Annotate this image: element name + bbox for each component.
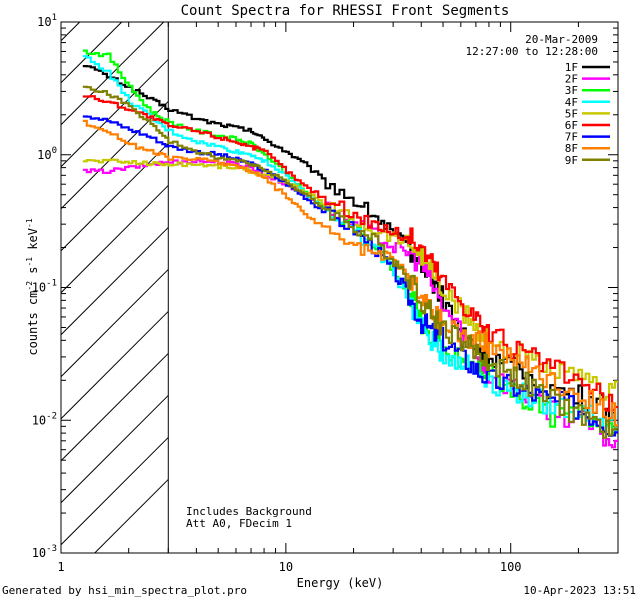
excluded-region-hatch [60, 21, 169, 554]
y-tick-label: 100 [37, 146, 57, 162]
legend-label: 6F [565, 119, 578, 132]
legend-label: 7F [565, 131, 578, 144]
y-tick-base: 10 [32, 281, 46, 295]
y-label-sup3: -1 [25, 218, 34, 228]
legend-label: 9F [565, 154, 578, 167]
y-label-main: counts cm [26, 291, 40, 356]
y-tick-label: 10-3 [32, 544, 57, 560]
y-tick-exponent: -1 [46, 279, 57, 289]
hatch-line [60, 59, 169, 168]
footer-timestamp: 10-Apr-2023 13:51 [523, 584, 636, 597]
x-tick-label: 1 [57, 560, 64, 574]
series-3f [82, 49, 618, 434]
y-tick-exponent: -3 [46, 544, 57, 554]
chart-title: Count Spectra for RHESSI Front Segments [181, 3, 510, 19]
hatch-line [60, 395, 169, 504]
hatch-line [60, 21, 81, 42]
x-tick-label: 10 [279, 560, 293, 574]
series-9f [82, 85, 618, 439]
series-8f [82, 119, 618, 427]
y-axis-label: counts cm-2 s-1 keV-1 [25, 218, 40, 355]
hatch-line [60, 185, 169, 294]
annotation-attenuator: Att A0, FDecim 1 [186, 517, 292, 530]
y-tick-label: 10-2 [32, 411, 57, 427]
hatch-line [60, 143, 169, 252]
legend-label: 1F [565, 61, 578, 74]
y-tick-label: 101 [37, 13, 57, 29]
y-label-end: keV [26, 228, 40, 257]
y-tick-base: 10 [37, 15, 51, 29]
y-tick-exponent: 1 [52, 13, 57, 23]
hatch-line [60, 437, 169, 546]
x-axis-label: Energy (keV) [297, 576, 384, 590]
series-4f [82, 55, 618, 433]
plot-frame [60, 21, 619, 554]
y-tick-base: 10 [32, 413, 46, 427]
footer-generated-by: Generated by hsi_min_spectra_plot.pro [2, 584, 247, 597]
hatch-line [60, 21, 165, 126]
hatch-line [60, 311, 169, 420]
series-lines [82, 49, 618, 449]
series-2f [82, 158, 618, 449]
annotation-background: Includes Background [186, 505, 312, 518]
hatch-line [60, 269, 169, 378]
y-tick-exponent: 0 [52, 146, 57, 156]
legend-label: 8F [565, 142, 578, 155]
hatch-line [60, 227, 169, 336]
legend-label: 2F [565, 73, 578, 86]
legend-label: 3F [565, 84, 578, 97]
series-5f [82, 158, 618, 401]
hatch-line [94, 479, 169, 554]
time-range-label: 12:27:00 to 12:28:00 [466, 45, 598, 58]
y-tick-exponent: -2 [46, 411, 57, 421]
legend-label: 4F [565, 96, 578, 109]
legend-label: 5F [565, 107, 578, 120]
hatch-line [60, 21, 123, 84]
x-tick-label: 100 [500, 560, 522, 574]
date-label: 20-Mar-2009 [525, 33, 598, 46]
y-tick-label: 10-1 [32, 279, 57, 295]
hatch-line [60, 353, 169, 462]
y-label-mid: s [26, 267, 40, 281]
y-tick-base: 10 [32, 546, 46, 560]
y-label-sup1: -2 [25, 281, 34, 291]
series-7f [82, 115, 618, 437]
y-tick-base: 10 [37, 148, 51, 162]
y-label-sup2: -1 [25, 257, 34, 267]
